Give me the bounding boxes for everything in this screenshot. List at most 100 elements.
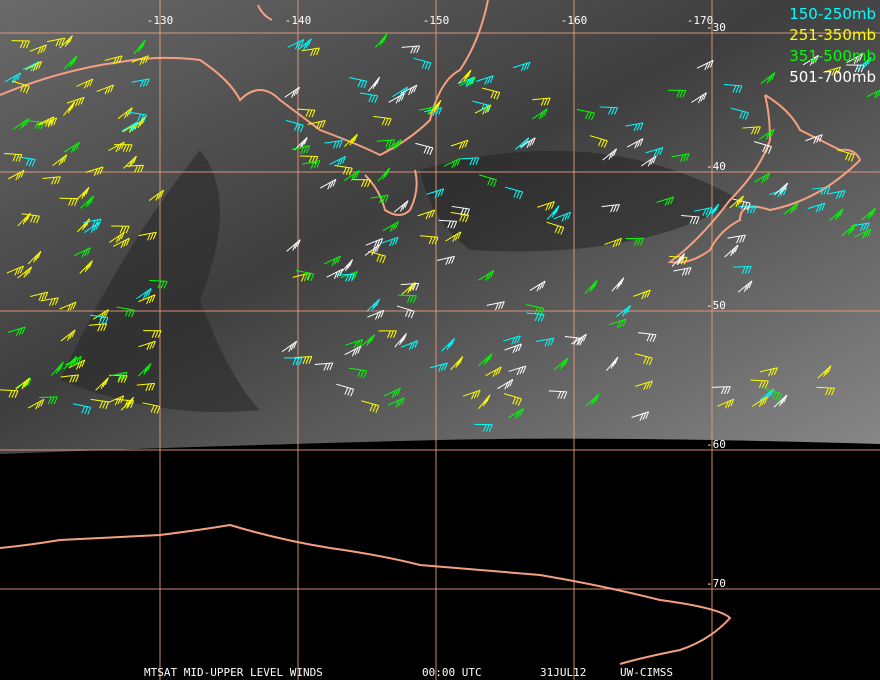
barb-flag	[27, 378, 32, 386]
wind-barb	[368, 250, 386, 257]
barb-flag	[463, 74, 468, 82]
barb-flag	[447, 220, 452, 229]
barb-flag	[488, 424, 493, 432]
barb-flag	[388, 139, 393, 148]
barb-flag	[713, 206, 718, 214]
barb-flag	[128, 160, 133, 168]
barb-flag	[86, 262, 91, 270]
coastline	[257, 4, 273, 21]
barb-flag	[490, 90, 495, 99]
barb-flag	[557, 226, 562, 234]
barb-flag	[110, 84, 115, 93]
barb-flag	[379, 38, 384, 46]
barb-flag	[72, 356, 77, 364]
barb-flag	[871, 208, 876, 216]
barb-flag	[132, 155, 137, 164]
barb-flag	[305, 109, 310, 118]
barb-flag	[160, 189, 165, 198]
barb-flag	[814, 55, 819, 63]
barb-flag	[157, 330, 162, 338]
barb-flag	[593, 280, 598, 288]
barb-flag	[151, 330, 156, 338]
barb-flag	[50, 118, 55, 127]
barb-flag	[615, 239, 620, 247]
barb-flag	[689, 216, 694, 224]
barb-flag	[296, 124, 301, 132]
barb-flag	[84, 248, 89, 257]
barb-flag	[143, 367, 148, 375]
barb-flag	[122, 225, 127, 234]
barb-flag	[438, 107, 443, 115]
barb-flag	[336, 255, 341, 264]
barb-flag	[828, 387, 832, 396]
barb-flag	[831, 387, 835, 396]
barb-flag	[397, 139, 402, 147]
barb-flag	[119, 225, 124, 234]
barb-flag	[634, 141, 639, 149]
barb-flag	[664, 198, 669, 206]
barb-flag	[377, 311, 382, 319]
barb-flag	[356, 340, 361, 348]
barb-flag	[123, 375, 128, 383]
barb-flag	[115, 235, 120, 243]
barb-flag	[150, 405, 155, 413]
barb-flag	[440, 188, 445, 196]
barb-flag	[820, 187, 825, 195]
barb-flag	[313, 160, 318, 169]
barb-flag	[14, 74, 19, 82]
barb-flag	[588, 112, 592, 120]
barb-flag	[466, 208, 471, 217]
barb-flag	[683, 257, 688, 265]
barb-flag	[867, 57, 872, 65]
barb-flag	[38, 61, 43, 69]
barb-flag	[307, 38, 312, 46]
labels: -130 -140 -150 -160 -170-30 -40 -50 -60 -70 150-2…	[144, 5, 876, 679]
barb-flag	[561, 214, 566, 222]
barb-flag	[742, 111, 747, 120]
barb-flag	[84, 264, 89, 273]
longitude-label: -130	[147, 14, 174, 27]
barb-flag	[648, 357, 653, 366]
barb-flag	[849, 225, 854, 234]
barb-flag	[490, 270, 495, 278]
barb-flag	[84, 406, 89, 414]
barb-flag	[153, 405, 158, 414]
barb-flag	[69, 375, 74, 383]
barb-flag	[383, 33, 388, 42]
barb-flag	[61, 156, 65, 164]
barb-flag	[595, 394, 600, 402]
barb-flag	[407, 286, 412, 294]
barb-flag	[768, 130, 773, 139]
barb-flag	[485, 273, 490, 281]
barb-flag	[350, 389, 355, 397]
barb-flag	[395, 96, 400, 104]
barb-flag	[157, 191, 162, 199]
barb-flag	[73, 143, 78, 152]
barb-flag	[395, 140, 400, 149]
barb-flag	[752, 205, 757, 214]
barb-flag	[85, 187, 90, 195]
barb-flag	[545, 203, 550, 211]
barb-flag	[94, 219, 99, 227]
barb-flag	[459, 356, 464, 364]
barb-flag	[90, 225, 95, 233]
barb-flag	[563, 391, 568, 400]
barb-flag	[394, 221, 399, 229]
barb-flag	[408, 87, 413, 96]
barb-flag	[118, 55, 123, 64]
barb-flag	[452, 234, 457, 243]
barb-flag	[22, 120, 27, 128]
barb-flag	[667, 197, 672, 206]
barb-flag	[130, 157, 135, 166]
barb-flag	[91, 220, 96, 228]
barb-flag	[313, 48, 317, 56]
barb-flag	[446, 342, 451, 350]
barb-flag	[120, 240, 125, 249]
barb-flag	[140, 165, 145, 173]
barb-flag	[577, 337, 582, 345]
barb-flag	[531, 137, 536, 145]
barb-flag	[516, 367, 521, 376]
barb-flag	[68, 35, 73, 43]
barb-flag	[612, 240, 617, 248]
barb-flag	[302, 356, 307, 365]
